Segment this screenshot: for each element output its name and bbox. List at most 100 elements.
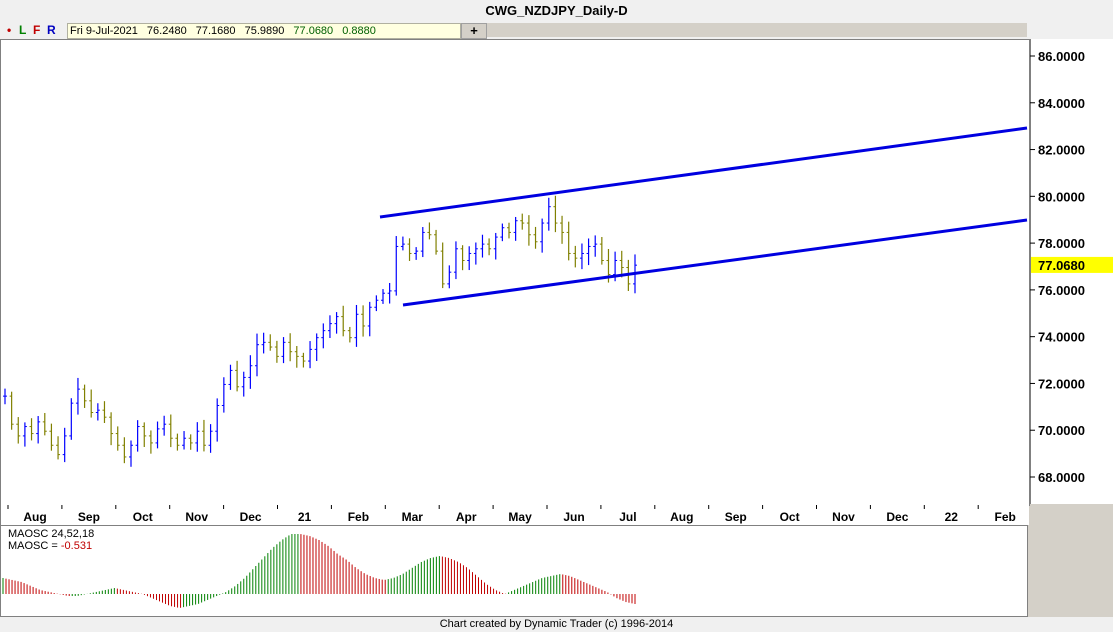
price-bar — [255, 333, 259, 377]
price-bar — [241, 371, 246, 397]
price-bar — [507, 222, 511, 239]
price-bar — [268, 334, 273, 351]
price-bar — [162, 415, 167, 436]
price-bar — [533, 226, 538, 249]
price-bar — [288, 333, 293, 362]
r-button[interactable]: R — [47, 23, 56, 37]
price-bar — [586, 238, 591, 266]
price-bar — [460, 245, 465, 271]
l-button[interactable]: L — [19, 23, 27, 37]
price-bar — [42, 412, 47, 436]
price-bar — [327, 315, 332, 338]
price-bar — [420, 227, 425, 258]
record-dot-button[interactable]: • — [7, 23, 12, 37]
time-tick-label: Dec — [886, 510, 908, 524]
ohlc-open: 76.2480 — [146, 25, 187, 37]
price-bar — [56, 436, 61, 460]
price-bar — [261, 332, 266, 354]
price-bar — [281, 337, 286, 364]
price-bar — [546, 197, 551, 231]
price-bar — [175, 433, 180, 451]
price-tick-label: 78.0000 — [1038, 236, 1085, 251]
window-title: CWG_NZDJPY_Daily-D — [485, 3, 628, 18]
price-bar — [579, 243, 584, 270]
oscillator-value: -0.531 — [60, 540, 93, 552]
oscillator-panel[interactable]: MAOSC 24,52,18 MAOSC = -0.531 — [0, 525, 1028, 617]
oscillator-value-line: MAOSC = -0.531 — [8, 540, 92, 552]
oscillator-name: MAOSC 24,52,18 — [8, 528, 95, 540]
current-price-box — [1031, 256, 1113, 273]
time-axis-svg: Aug Sep Oct Nov Dec 21 Feb Mar Apr May Jun Jul Aug Se… — [7, 505, 1016, 524]
price-bar — [208, 424, 213, 453]
price-bar — [520, 213, 525, 230]
oscillator-axis-blank — [1028, 525, 1113, 617]
price-bar — [235, 360, 240, 392]
oscillator-chart — [2, 534, 636, 608]
price-bar — [228, 364, 233, 390]
price-axis-svg: 86.0000 84.0000 82.0000 80.0000 78.0000 76.00… — [1030, 39, 1113, 504]
price-axis: 86.0000 84.0000 82.0000 80.0000 78.0000 76.00… — [1030, 39, 1113, 504]
footer: Chart created by Dynamic Trader (c) 1996… — [0, 617, 1113, 632]
price-bar — [381, 289, 385, 304]
price-tick-label: 84.0000 — [1038, 96, 1085, 111]
price-bar — [22, 422, 27, 447]
price-bar — [215, 398, 220, 442]
price-bar — [560, 215, 565, 244]
price-bar — [447, 265, 452, 289]
time-tick-label: Mar — [402, 510, 424, 524]
price-tick-label: 82.0000 — [1038, 143, 1085, 158]
price-bar — [480, 234, 485, 258]
price-bar — [513, 216, 518, 241]
price-bar — [188, 434, 193, 450]
add-button[interactable]: + — [461, 23, 487, 39]
time-axis: Aug Sep Oct Nov Dec 21 Feb Mar Apr May Jun Jul Aug Se… — [0, 505, 1029, 525]
price-bar — [334, 312, 339, 334]
price-bar — [301, 352, 306, 368]
price-bar — [540, 218, 545, 253]
ohlc-readout: Fri 9-Jul-2021 76.2480 77.1680 75.9890 7… — [67, 23, 461, 39]
time-tick-label: 21 — [298, 510, 312, 524]
price-bar — [367, 301, 372, 337]
price-bar — [473, 242, 478, 265]
lower-channel-line — [402, 218, 1028, 307]
time-tick-label: Aug — [670, 510, 693, 524]
price-bar — [394, 236, 399, 296]
price-bar — [493, 232, 498, 260]
price-bar — [135, 420, 140, 452]
ohlc-low: 75.9890 — [244, 25, 285, 37]
price-bar — [573, 245, 578, 268]
window-titlebar: CWG_NZDJPY_Daily-D — [0, 0, 1113, 23]
time-tick-label: Apr — [456, 510, 477, 524]
price-bar — [69, 398, 74, 440]
time-tick-label: Sep — [78, 510, 100, 524]
price-bar — [434, 229, 439, 255]
price-bar — [526, 215, 531, 246]
upper-channel-line — [379, 126, 1028, 219]
price-bar — [9, 391, 14, 430]
price-bar — [387, 282, 392, 304]
price-bar — [414, 247, 419, 260]
time-tick-label: Jun — [563, 510, 584, 524]
time-tick-label: Jul — [619, 510, 636, 524]
price-bar — [109, 412, 114, 446]
ohlc-change: 0.8880 — [342, 25, 376, 37]
f-button[interactable]: F — [33, 23, 41, 37]
price-tick-label: 72.0000 — [1038, 376, 1085, 391]
ohlc-close: 77.0680 — [293, 25, 334, 37]
price-bar — [453, 241, 458, 280]
ohlc-high: 77.1680 — [195, 25, 236, 37]
price-bar — [89, 389, 94, 418]
price-panel[interactable] — [0, 39, 1030, 506]
price-bar — [75, 377, 80, 415]
price-bar — [122, 437, 127, 464]
price-bar — [619, 250, 624, 278]
toolbar-spacer — [487, 23, 1027, 37]
time-tick-label: Dec — [240, 510, 262, 524]
price-bar — [221, 377, 226, 413]
price-bar — [142, 422, 147, 447]
current-price-label: 77.0680 — [1038, 258, 1085, 273]
price-tick-label: 76.0000 — [1038, 283, 1085, 298]
price-bar — [182, 431, 187, 450]
price-bar — [566, 221, 571, 261]
price-bar — [599, 236, 604, 265]
